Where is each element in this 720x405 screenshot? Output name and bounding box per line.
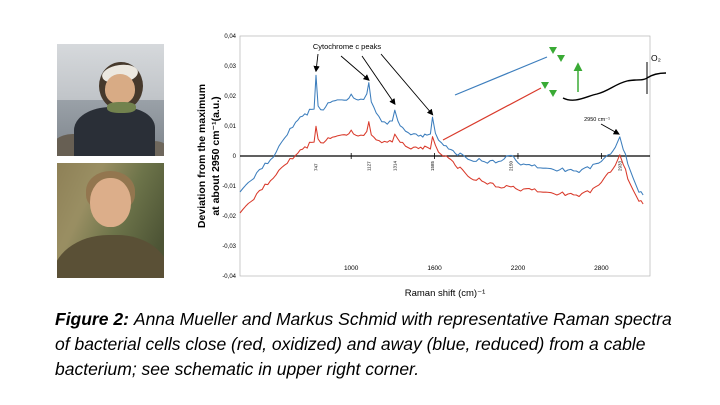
x-tick-label: 1600 xyxy=(427,265,442,272)
anna-photo-scarf xyxy=(107,102,137,114)
y-axis-title-line2: at about 2950 cm⁻¹(a.u.) xyxy=(210,96,222,215)
y-tick-label: 0,03 xyxy=(224,64,236,70)
connector-line-blue xyxy=(454,56,548,96)
markus-photo-face xyxy=(90,177,131,228)
cytochrome-peak-arrow xyxy=(380,53,434,116)
y-tick-label: 0,01 xyxy=(224,124,236,130)
bacterium-cell-triangle xyxy=(541,82,549,89)
peak-2950-label: 2950 cm⁻¹ xyxy=(584,117,610,123)
y-tick-label: 0 xyxy=(233,154,237,160)
x-tick-label: 1000 xyxy=(344,265,359,272)
y-tick-label: -0,01 xyxy=(222,184,236,190)
cytochrome-peak-arrow xyxy=(313,53,320,73)
connector-line-red xyxy=(442,87,542,141)
bacterium-cell-triangle xyxy=(557,55,565,62)
annotation-arrows-group xyxy=(313,53,620,135)
spectrum-line-red xyxy=(239,121,644,214)
y-tick-label: -0,02 xyxy=(222,214,236,220)
peak-wavenumber-label: 747 xyxy=(314,163,319,171)
spectrum-line-blue xyxy=(239,74,644,196)
y-tick-label: -0,03 xyxy=(222,244,236,250)
y-tick-label: 0,04 xyxy=(224,34,236,40)
peak-2950-arrow xyxy=(600,123,620,135)
markus-photo-sweater xyxy=(57,235,164,278)
cable-bacterium-schematic: O₂ xyxy=(442,47,667,141)
cytochrome-peak-arrow xyxy=(361,55,396,106)
figure-caption: Figure 2: Anna Mueller and Markus Schmid … xyxy=(55,307,673,382)
axes-group: 1000 1600 2200 2800 0,04 0,03 0,02 0,01 0 -0,01 -0… xyxy=(222,34,651,280)
x-tick-label: 2800 xyxy=(594,265,609,272)
x-tick-label: 2200 xyxy=(511,265,526,272)
cytochrome-peaks-label: Cytochrome c peaks xyxy=(313,42,382,51)
anna-photo-face xyxy=(105,74,136,105)
figure-caption-text: Anna Mueller and Markus Schmid with repr… xyxy=(55,309,672,379)
cytochrome-peak-arrow xyxy=(340,55,370,81)
spectra-group xyxy=(239,74,644,214)
peak-wavenumber-label: 2933 xyxy=(617,160,622,171)
y-tick-label: -0,04 xyxy=(222,274,236,280)
figure-caption-label: Figure 2: xyxy=(55,309,129,329)
raman-chart-svg: 1000 1600 2200 2800 0,04 0,03 0,02 0,01 0 -0,01 -0… xyxy=(196,34,667,299)
y-tick-label: 0,02 xyxy=(224,94,236,100)
anna-photo-jacket xyxy=(74,106,156,156)
bacterium-cell-triangle xyxy=(549,90,557,97)
x-axis-title: Raman shift (cm)⁻¹ xyxy=(405,288,486,299)
peak-wavenumber-label: 1127 xyxy=(366,161,371,171)
y-axis-title-line1: Deviation from the maximum xyxy=(196,84,208,228)
o2-label: O₂ xyxy=(651,53,661,63)
photo-anna-mueller xyxy=(57,44,164,156)
peak-wavenumber-label: 2150 xyxy=(509,160,514,171)
sediment-surface-curve xyxy=(562,72,667,101)
photo-markus-schmid xyxy=(57,163,164,278)
peak-wavenumber-label: 1314 xyxy=(392,160,397,171)
peak-wavenumber-label: 1585 xyxy=(430,160,435,171)
bacterium-cell-triangle xyxy=(549,47,557,54)
